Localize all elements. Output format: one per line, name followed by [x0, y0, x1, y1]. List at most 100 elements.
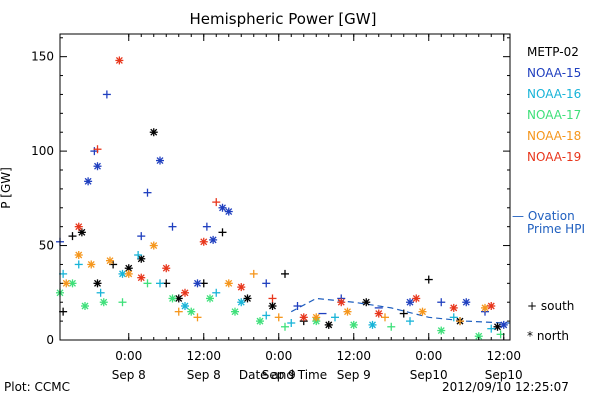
point-noaa-17-11	[281, 322, 289, 331]
point-noaa-18-9	[249, 269, 258, 278]
point-noaa-15-14	[262, 279, 271, 288]
x-tick-date-2: Sep 9	[262, 368, 296, 382]
point-noaa-19-5	[181, 288, 189, 297]
legend-ovation-line2: Prime HPI	[527, 222, 585, 236]
legend-noaa-16: NOAA-16	[527, 87, 581, 101]
point-noaa-16-12	[368, 320, 377, 329]
point-noaa-16-2	[96, 288, 105, 297]
point-metp-02-1	[68, 232, 77, 241]
point-metp-02-13	[268, 302, 277, 310]
x-tick-date-3: Sep 9	[337, 368, 371, 382]
point-metp-02-11	[218, 228, 227, 237]
point-noaa-18-4	[124, 269, 133, 278]
point-noaa-15-15	[293, 302, 302, 310]
point-noaa-19-4	[162, 264, 171, 273]
chart-title: Hemispheric Power [GW]	[190, 10, 377, 28]
point-noaa-19-8	[237, 283, 246, 292]
point-noaa-19-10	[299, 313, 308, 322]
point-noaa-18-7	[193, 313, 202, 322]
point-noaa-17-5	[143, 279, 152, 288]
point-noaa-18-0	[62, 279, 71, 288]
point-metp-02-16	[324, 320, 333, 329]
point-noaa-17-2	[81, 302, 89, 310]
point-noaa-15-9	[193, 279, 202, 288]
y-tick-label-0: 0	[46, 333, 54, 347]
x-tick-date-1: Sep 8	[187, 368, 221, 382]
point-noaa-17-9	[231, 307, 239, 316]
point-noaa-17-13	[349, 320, 358, 329]
y-tick-label-50: 50	[39, 239, 54, 253]
point-noaa-19-2	[115, 56, 124, 65]
point-noaa-16-5	[156, 279, 164, 288]
point-noaa-17-8	[206, 294, 214, 303]
plot-timestamp: 2012/09/10 12:25:07	[442, 380, 569, 394]
point-noaa-18-14	[418, 307, 427, 316]
point-noaa-18-11	[312, 313, 321, 322]
point-metp-02-21	[493, 322, 502, 331]
point-noaa-19-7	[212, 198, 221, 207]
point-noaa-15-4	[102, 90, 111, 99]
point-noaa-17-6	[168, 294, 177, 303]
point-noaa-15-5	[137, 232, 146, 241]
point-noaa-19-12	[374, 309, 383, 318]
point-noaa-15-10	[202, 222, 211, 231]
point-noaa-15-19	[406, 298, 414, 307]
point-noaa-18-2	[87, 260, 96, 269]
point-noaa-16-1	[74, 260, 83, 269]
point-noaa-16-9	[262, 311, 271, 320]
point-metp-02-6	[137, 254, 146, 263]
legend-noaa-17: NOAA-17	[527, 108, 581, 122]
point-noaa-15-1	[84, 177, 93, 186]
point-metp-02-14	[281, 269, 289, 278]
legend-metp-02: METP-02	[527, 45, 579, 59]
point-noaa-15-13	[224, 207, 233, 216]
point-noaa-16-8	[237, 298, 246, 307]
point-noaa-16-11	[331, 313, 339, 322]
point-noaa-18-6	[174, 307, 183, 316]
x-tick-time-5: 12:00	[486, 349, 521, 363]
legend-noaa-18: NOAA-18	[527, 129, 581, 143]
point-metp-02-17	[362, 298, 371, 307]
point-metp-02-19	[424, 275, 433, 284]
point-noaa-17-4	[118, 298, 127, 307]
legend: METP-02 NOAA-15 NOAA-16 NOAA-17 NOAA-18 NOAA-…	[512, 45, 585, 343]
x-tick-time-3: 12:00	[336, 349, 371, 363]
point-noaa-16-4	[134, 251, 143, 259]
y-axis-label: P [GW]	[0, 167, 13, 209]
legend-noaa-19: NOAA-19	[527, 150, 581, 164]
point-metp-02-12	[243, 294, 252, 303]
point-noaa-15-7	[156, 156, 164, 165]
point-noaa-16-13	[406, 317, 414, 326]
x-tick-date-5: Sep10	[485, 368, 523, 382]
legend-noaa-15: NOAA-15	[527, 66, 581, 80]
x-tick-time-0: 0:00	[115, 349, 142, 363]
y-tick-label-150: 150	[31, 50, 54, 64]
y-tick-label-100: 100	[31, 144, 54, 158]
point-noaa-19-15	[487, 302, 496, 310]
point-noaa-18-10	[274, 313, 283, 322]
point-noaa-19-0	[74, 222, 83, 231]
point-noaa-18-5	[149, 241, 158, 250]
plot-credit: Plot: CCMC	[4, 380, 70, 394]
point-noaa-17-7	[187, 307, 196, 316]
legend-marker-north: * north	[527, 329, 569, 343]
point-noaa-18-13	[381, 313, 389, 322]
point-noaa-18-12	[343, 307, 352, 316]
point-noaa-15-3	[93, 162, 102, 171]
plot-frame	[59, 33, 511, 341]
point-noaa-19-13	[412, 294, 421, 303]
point-noaa-18-3	[106, 256, 114, 265]
point-noaa-19-1	[93, 145, 102, 154]
x-tick-time-1: 12:00	[186, 349, 221, 363]
point-noaa-15-20	[437, 298, 446, 307]
x-tick-time-4: 0:00	[415, 349, 442, 363]
point-noaa-19-11	[337, 298, 346, 307]
legend-marker-south: + south	[527, 299, 574, 313]
point-metp-02-2	[77, 228, 86, 237]
point-noaa-16-10	[287, 319, 296, 327]
point-metp-02-18	[399, 309, 408, 318]
ovation-prime-hpi-line	[290, 297, 510, 324]
x-tick-date-0: Sep 8	[112, 368, 146, 382]
point-noaa-16-15	[487, 324, 496, 333]
